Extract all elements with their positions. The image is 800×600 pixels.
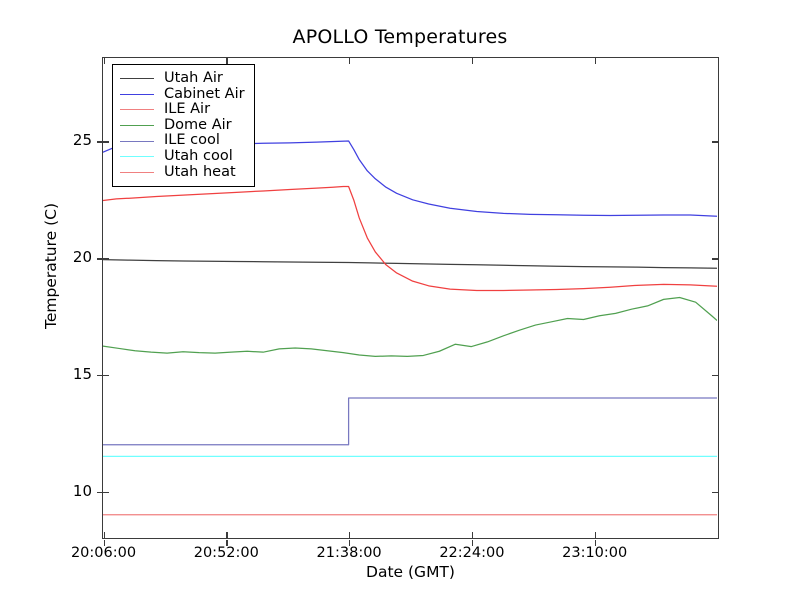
legend-item-label: Utah Air: [164, 70, 223, 86]
legend-swatch-icon: [120, 171, 154, 173]
x-tick-label: 20:52:00: [193, 545, 259, 561]
legend-item[interactable]: Utah Air: [120, 70, 245, 87]
x-tick-label: 20:06:00: [70, 545, 137, 561]
chart-title: APOLLO Temperatures: [292, 26, 508, 48]
x-tick-label: 22:24:00: [439, 545, 505, 561]
x-tick-label: 21:38:00: [316, 545, 382, 561]
legend-swatch-icon: [120, 156, 154, 158]
legend-item[interactable]: Dome Air: [120, 116, 245, 134]
chart-legend: Utah Air Cabinet Air ILE Air Dome Air ILE co…: [112, 64, 255, 188]
legend-item[interactable]: ILE cool: [120, 133, 245, 149]
legend-item[interactable]: Utah heat: [120, 163, 245, 181]
x-tick-mark-outer: [471, 540, 474, 546]
y-axis-label: Temperature (C): [42, 202, 60, 330]
x-tick-mark-outer: [226, 540, 228, 546]
legend-swatch-icon: [120, 93, 154, 95]
x-tick-mark-outer: [594, 540, 597, 546]
legend-item[interactable]: Utah cool: [120, 147, 245, 165]
y-tick-label: 25: [72, 131, 92, 150]
legend-item-label: Dome Air: [164, 116, 232, 133]
y-tick-label: 15: [72, 365, 92, 384]
legend-item-label: Utah cool: [164, 147, 233, 164]
series-line: [103, 296, 717, 358]
legend-item-label: Utah heat: [164, 163, 236, 180]
x-tick-label: 23:10:00: [562, 545, 628, 561]
legend-item-label: ILE Air: [164, 101, 211, 118]
series-line: [103, 397, 717, 446]
series-line: [103, 259, 717, 269]
x-axis-label: Date (GMT): [366, 563, 455, 581]
legend-item[interactable]: ILE Air: [120, 102, 245, 118]
legend-swatch-icon: [120, 125, 154, 127]
y-tick-label: 10: [72, 481, 92, 500]
legend-item-label: Cabinet Air: [164, 85, 245, 102]
legend-swatch-icon: [120, 78, 154, 80]
legend-item[interactable]: Cabinet Air: [120, 85, 245, 103]
legend-swatch-icon: [120, 109, 154, 111]
x-tick-mark-outer: [103, 540, 105, 546]
x-tick-mark-outer: [349, 540, 351, 546]
legend-item-label: ILE cool: [164, 132, 220, 149]
legend-swatch-icon: [120, 140, 154, 142]
series-line: [103, 185, 717, 292]
